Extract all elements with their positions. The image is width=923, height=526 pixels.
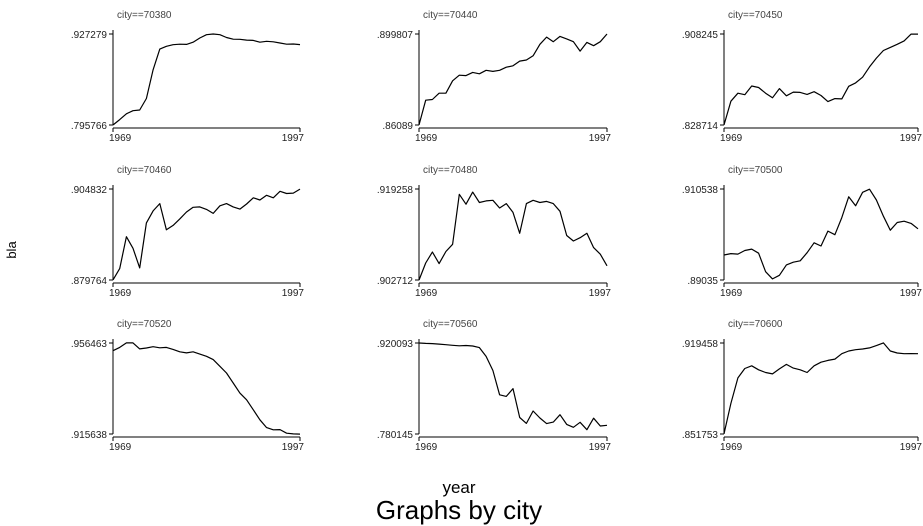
series-line [112,342,301,435]
y-tick-label: .86089 [382,121,413,132]
y-tick-label: .920093 [377,339,414,350]
series-line [723,342,919,435]
y-tick-label: .919258 [377,185,414,196]
y-tick-label: .828714 [682,121,719,132]
y-tick-label: .879764 [71,276,108,287]
series-line [418,191,608,281]
x-tick-label: 1997 [589,288,612,299]
y-tick-label: .795766 [71,121,108,132]
series-line [723,188,919,280]
y-tick-label: .904832 [71,185,108,196]
y-tick-label: .956463 [71,339,108,350]
y-tick-label: .910538 [682,185,719,196]
x-tick-label: 1997 [282,133,305,144]
x-tick-label: 1997 [900,133,923,144]
x-tick-label: 1997 [282,442,305,453]
y-tick-label: .780145 [377,430,414,441]
panel-title: city==70460 [117,165,172,176]
panel-title: city==70380 [117,10,172,21]
panel-title: city==70440 [423,10,478,21]
x-tick-label: 1997 [282,288,305,299]
y-tick-label: .915638 [71,430,108,441]
panel-title: city==70560 [423,319,478,330]
series-line [112,33,301,126]
x-tick-label: 1969 [720,442,743,453]
y-tick-label: .89035 [687,276,718,287]
x-tick-label: 1969 [109,288,132,299]
x-tick-label: 1969 [415,133,438,144]
x-tick-label: 1969 [109,442,132,453]
panel-title: city==70500 [728,165,783,176]
y-tick-label: .919458 [682,339,719,350]
x-tick-label: 1969 [415,288,438,299]
series-line [418,33,608,126]
y-tick-label: .902712 [377,276,414,287]
y-tick-label: .908245 [682,30,719,41]
y-axis-label: bla [4,241,19,259]
x-tick-label: 1969 [720,288,743,299]
y-tick-label: .899807 [377,30,414,41]
panel-title: city==70480 [423,165,478,176]
x-tick-label: 1969 [415,442,438,453]
y-tick-label: .851753 [682,430,719,441]
panel-title: city==70600 [728,319,783,330]
x-tick-label: 1997 [589,133,612,144]
x-axis-label: year [442,478,475,497]
y-tick-label: .927279 [71,30,108,41]
panel-title: city==70450 [728,10,783,21]
series-line [112,188,301,281]
x-tick-label: 1997 [900,288,923,299]
series-line [418,342,608,431]
x-tick-label: 1969 [720,133,743,144]
series-line [723,33,918,126]
x-tick-label: 1969 [109,133,132,144]
x-tick-label: 1997 [589,442,612,453]
figure-note: Graphs by city [376,495,542,525]
panel-title: city==70520 [117,319,172,330]
x-tick-label: 1997 [900,442,923,453]
